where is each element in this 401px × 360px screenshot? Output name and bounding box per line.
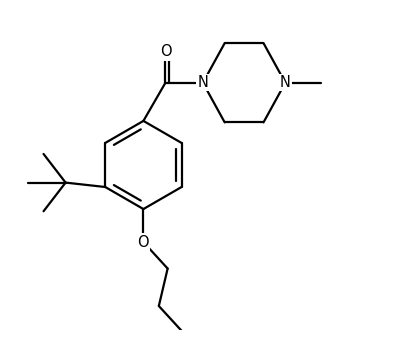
Text: N: N [197,75,208,90]
Text: O: O [159,44,171,59]
Text: O: O [137,235,149,249]
Text: N: N [279,75,290,90]
